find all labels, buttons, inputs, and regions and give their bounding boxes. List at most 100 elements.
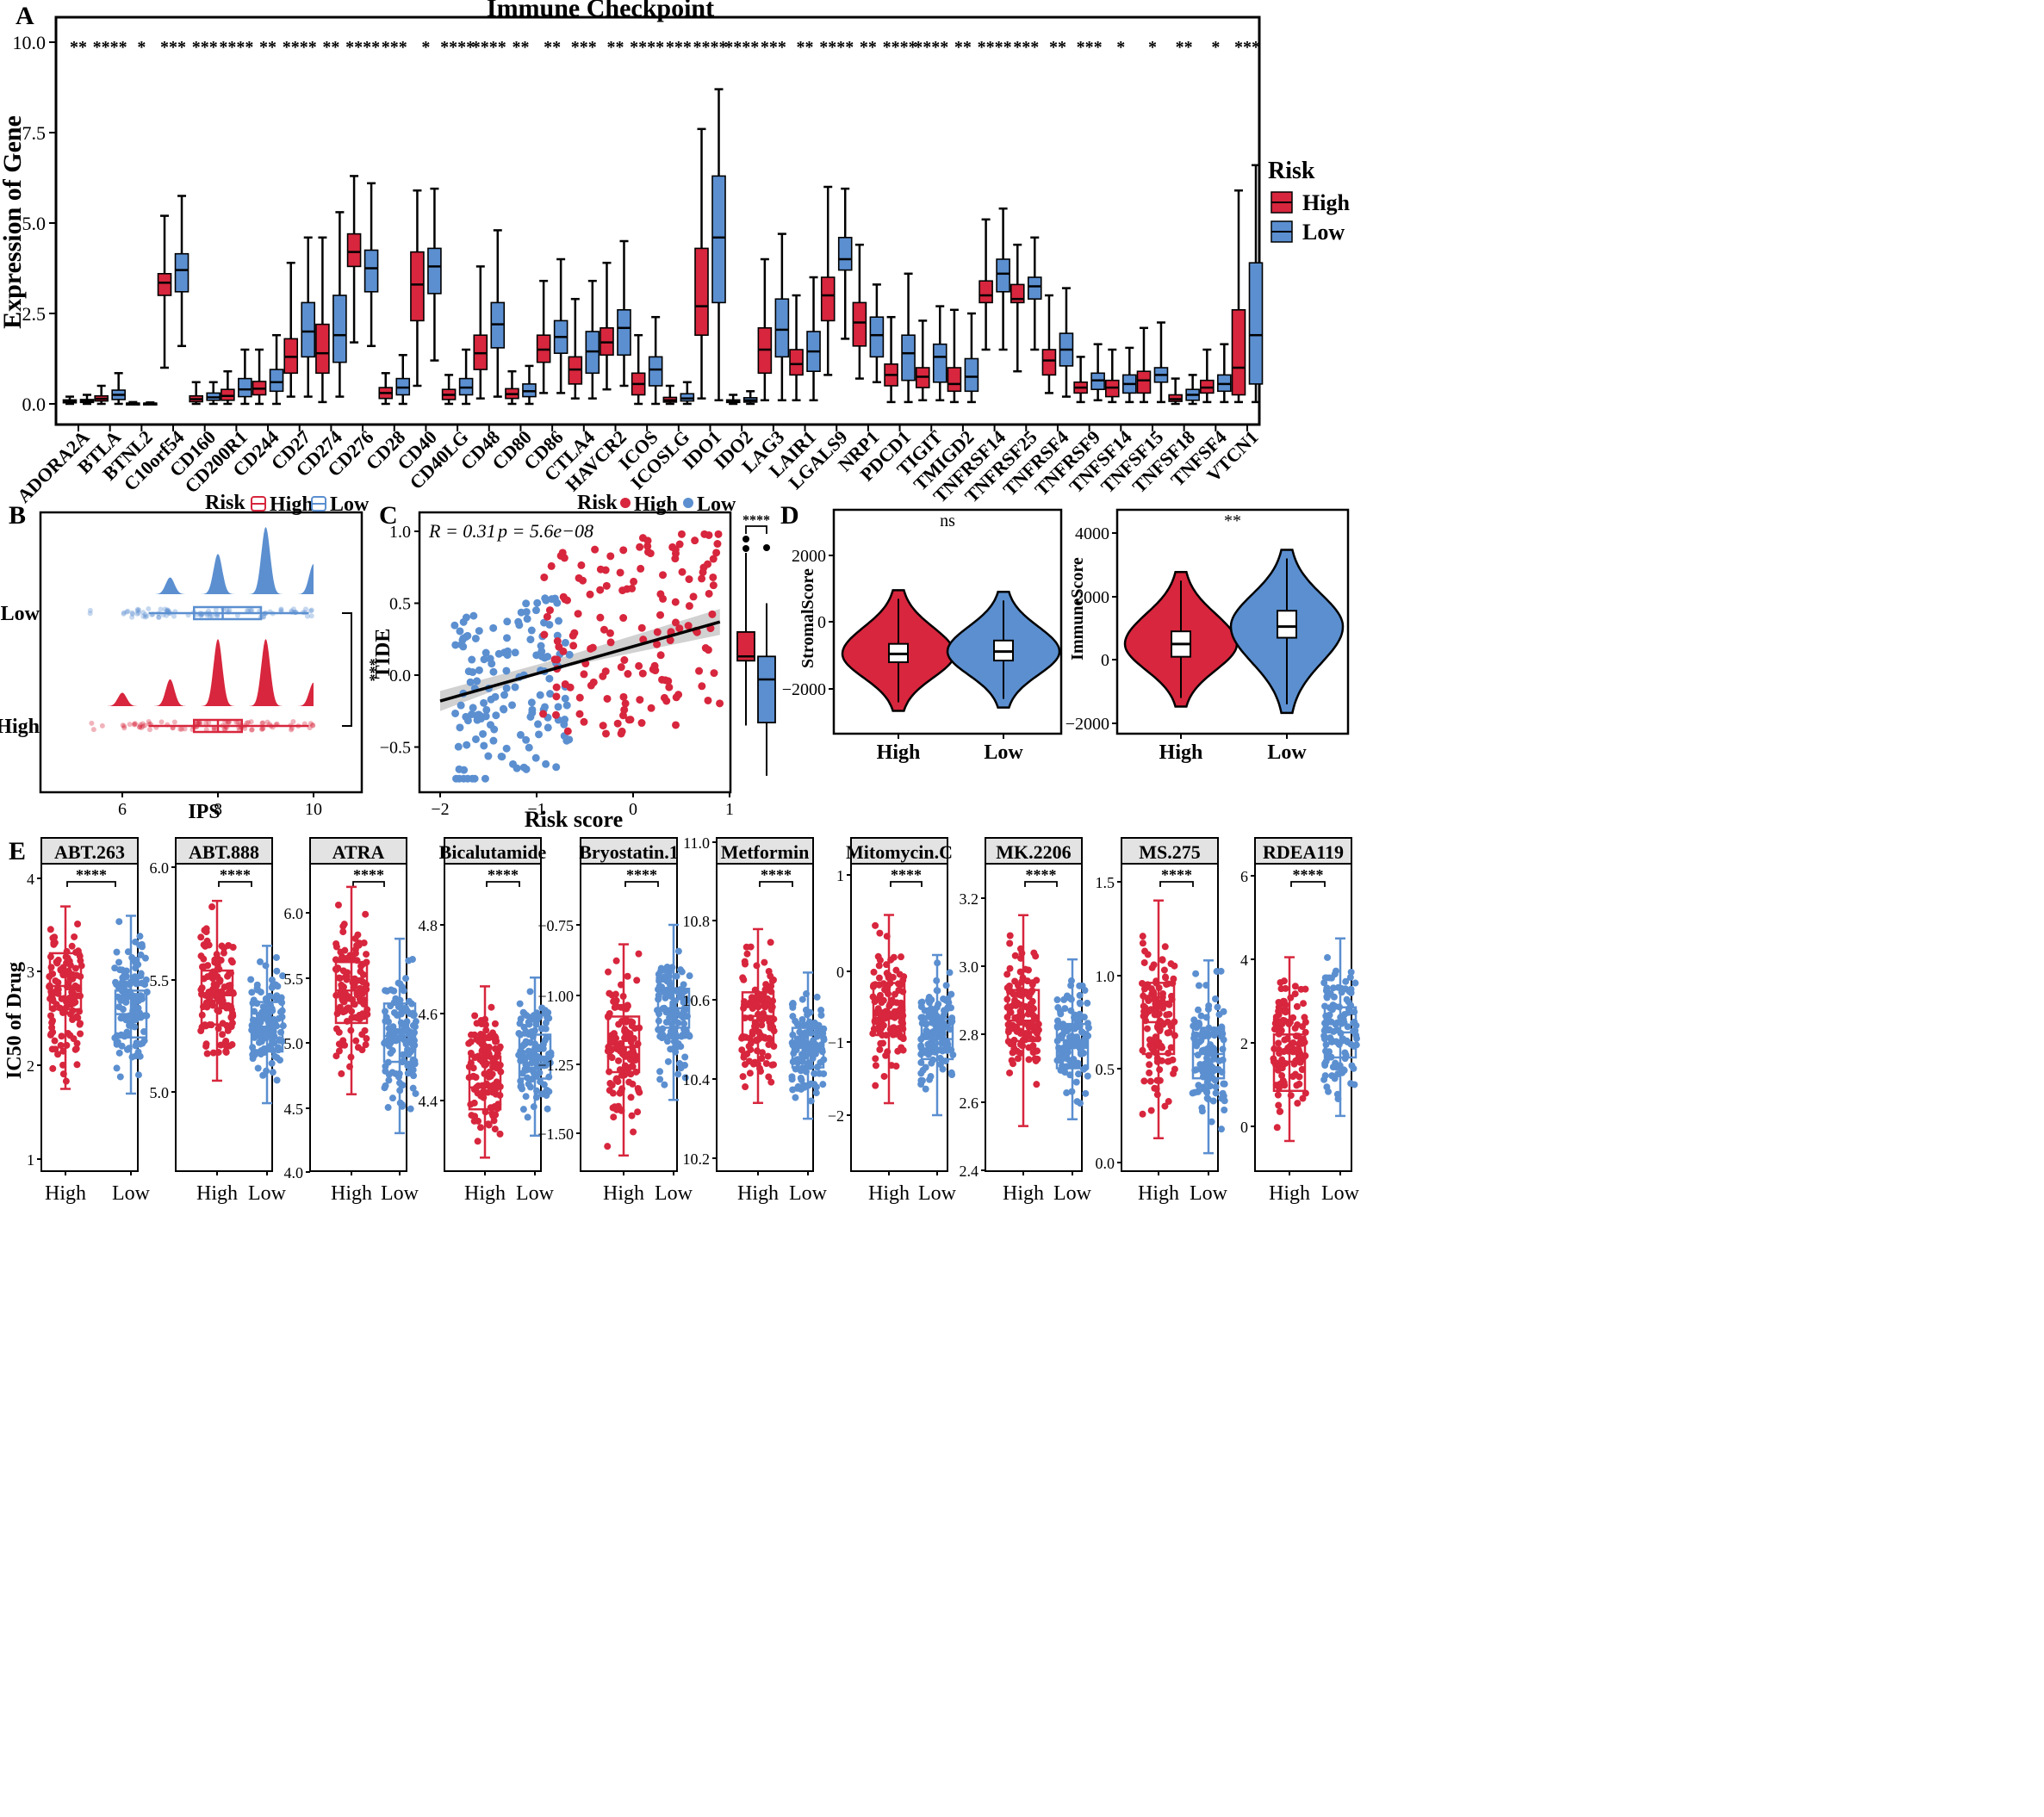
jitter-point-low: [674, 1070, 682, 1078]
x-tick-label: −1: [527, 800, 545, 819]
jitter-point-high: [363, 1035, 370, 1043]
jitter-point: [140, 613, 146, 619]
scatter-point-low: [552, 763, 561, 772]
strip-header: [580, 837, 678, 865]
drug-subpanel: ATRA 4.0 4.5 5.0 5.5 6.0 **** High Low: [284, 837, 419, 1205]
significance-label: ****: [1026, 866, 1057, 884]
jitter-point-high: [474, 1138, 481, 1145]
scatter-point-low: [450, 621, 459, 629]
jitter-point-high: [1293, 1002, 1301, 1010]
scatter-point-high: [637, 623, 646, 632]
jitter-point-low: [1192, 970, 1200, 977]
jitter-point-low: [268, 976, 276, 983]
jitter-point-low: [817, 1058, 824, 1066]
jitter-point: [142, 614, 148, 620]
jitter-point-high: [630, 1051, 637, 1059]
scatter-point-low: [469, 611, 478, 620]
scatter-point-low: [503, 617, 512, 626]
jitter-point-high: [337, 948, 345, 956]
jitter-point-high: [343, 976, 351, 983]
jitter-point-high: [69, 1007, 77, 1014]
jitter-point-high: [217, 1041, 225, 1049]
scatter-point-high: [619, 692, 628, 701]
scatter-point-low: [546, 690, 555, 698]
scatter-point-high: [699, 567, 707, 576]
jitter-point-low: [1220, 1008, 1227, 1015]
jitter-point: [146, 719, 152, 725]
jitter-point-high: [475, 1038, 483, 1045]
scatter-point-high: [638, 669, 647, 678]
jitter-point-low: [1081, 987, 1089, 995]
jitter-point-low: [924, 1051, 932, 1058]
jitter-point-high: [1011, 952, 1019, 959]
jitter-point-high: [741, 958, 749, 965]
jitter-point-low: [528, 1059, 536, 1067]
jitter-point-high: [1294, 1021, 1302, 1029]
jitter-point-high: [1150, 995, 1158, 1003]
strip-header: [175, 837, 273, 865]
jitter-point-low: [275, 1014, 283, 1022]
jitter-point-low: [1195, 1082, 1202, 1089]
jitter-point-high: [764, 1052, 772, 1060]
jitter-point-high: [1139, 940, 1146, 947]
jitter-point-low: [542, 1025, 550, 1033]
jitter-point-low: [937, 1026, 945, 1034]
scatter-point-high: [568, 631, 577, 640]
y-tick-label: 2000: [792, 547, 826, 566]
jitter-point: [137, 724, 143, 730]
jitter-point-low: [123, 1045, 131, 1053]
significance-label: **: [1049, 38, 1066, 57]
scatter-point-low: [522, 765, 531, 773]
box-low: [680, 393, 695, 402]
jitter-point: [89, 720, 95, 726]
x-category-label: Low: [1267, 741, 1307, 764]
jitter-point-high: [899, 1046, 907, 1054]
scatter-point-low: [503, 651, 512, 660]
jitter-point-high: [1276, 1107, 1283, 1115]
strip-label: Metformin: [721, 841, 810, 863]
jitter-point-low: [122, 972, 130, 980]
scatter-point-low: [533, 598, 542, 607]
jitter-point-high: [1143, 1025, 1151, 1033]
jitter-point: [278, 607, 284, 613]
jitter-point-high: [1282, 1008, 1289, 1016]
scatter-point-low: [560, 720, 568, 729]
y-tick-label: 1.5: [1096, 874, 1115, 891]
jitter-point-high: [763, 1002, 771, 1009]
jitter-point-low: [807, 1097, 815, 1105]
scatter-point-high: [630, 577, 638, 586]
jitter-point-low: [115, 1049, 123, 1057]
scatter-point-low: [508, 701, 517, 710]
jitter-point-low: [273, 1076, 281, 1084]
correlation-p: p = 5.6e−08: [496, 520, 593, 542]
jitter-point-high: [469, 1072, 477, 1080]
jitter-point-low: [407, 1105, 414, 1113]
jitter-point: [310, 722, 316, 729]
drug-subpanel: Metformin 10.2 10.4 10.6 10.8 11.0 **** High Low: [683, 834, 828, 1205]
scatter-point-high: [619, 614, 628, 623]
jitter-point: [121, 723, 127, 729]
jitter-point-low: [926, 999, 934, 1007]
jitter-point-high: [1287, 994, 1295, 1002]
jitter-point-low: [1340, 1066, 1348, 1074]
jitter-point-high: [627, 1094, 635, 1101]
jitter-point-high: [610, 998, 618, 1006]
jitter-point-low: [918, 1076, 926, 1084]
jitter-point-high: [357, 990, 364, 998]
scatter-point-low: [502, 667, 511, 675]
jitter-point-high: [209, 1049, 217, 1057]
significance-label: ****: [626, 866, 657, 884]
strip-label: ATRA: [332, 841, 385, 863]
jitter-point-high: [876, 1045, 884, 1053]
jitter-point-high: [765, 1041, 773, 1049]
x-category-label: High: [1269, 1182, 1310, 1205]
y-tick-label: 5.0: [22, 213, 47, 234]
strip-header: [40, 837, 139, 865]
scatter-point-high: [653, 640, 662, 648]
jitter-point-high: [198, 963, 206, 971]
box-high: [315, 323, 330, 375]
jitter-point-low: [132, 1052, 140, 1060]
jitter-point-low: [793, 1020, 801, 1028]
jitter-point: [308, 613, 314, 619]
scatter-point-high: [685, 602, 693, 611]
